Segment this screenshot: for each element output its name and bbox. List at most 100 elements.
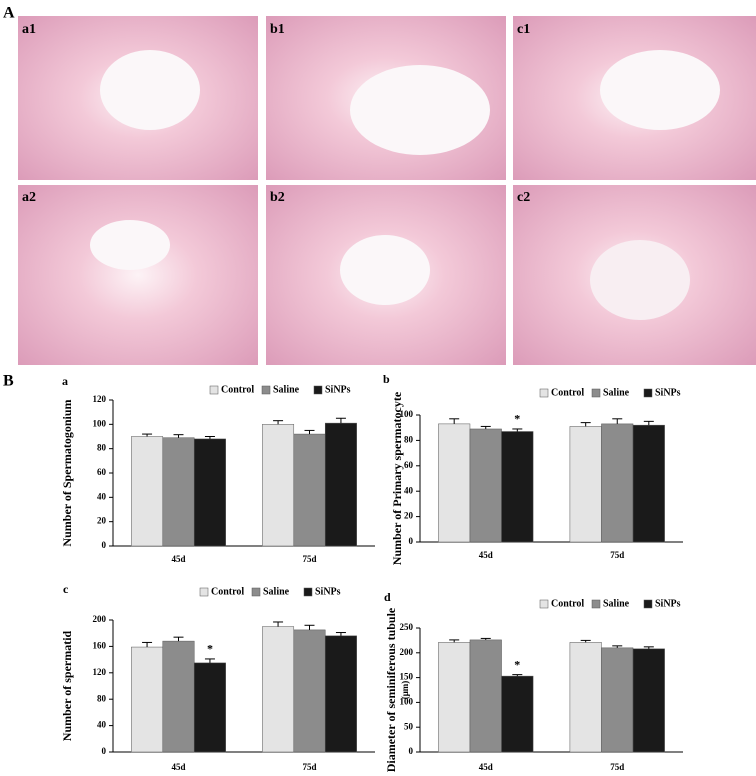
legend-swatch bbox=[539, 599, 549, 609]
y-tick-label: 40 bbox=[404, 485, 414, 495]
legend-swatch bbox=[261, 385, 271, 395]
lumen bbox=[350, 65, 490, 155]
significance-marker: * bbox=[207, 642, 213, 656]
panel-label: A bbox=[3, 5, 15, 22]
image-label: b1 bbox=[270, 22, 285, 37]
bar bbox=[469, 428, 502, 543]
legend-swatch bbox=[251, 587, 261, 597]
image-label: c2 bbox=[517, 190, 530, 205]
bar bbox=[324, 635, 357, 753]
error-bar bbox=[580, 639, 591, 643]
lumen bbox=[600, 50, 720, 130]
bar bbox=[501, 675, 534, 753]
y-tick-label: 20 bbox=[404, 511, 414, 521]
chart-title: d bbox=[384, 590, 391, 604]
image-label: c1 bbox=[517, 22, 530, 37]
y-tick-label: 0 bbox=[409, 536, 414, 546]
bar bbox=[293, 433, 326, 547]
error-bar bbox=[335, 632, 346, 636]
bar bbox=[162, 437, 195, 547]
y-tick-label: 100 bbox=[93, 418, 107, 428]
error-bar bbox=[335, 417, 346, 424]
error-bar bbox=[449, 418, 460, 424]
y-tick-label: 100 bbox=[400, 409, 414, 419]
y-tick-label: 50 bbox=[404, 721, 414, 731]
bar bbox=[438, 642, 471, 753]
error-bar bbox=[480, 637, 491, 640]
y-tick-label: 250 bbox=[400, 622, 414, 632]
bar bbox=[262, 424, 295, 547]
legend-label: SiNPs bbox=[315, 586, 341, 597]
error-bar bbox=[173, 636, 184, 642]
y-tick-label: 150 bbox=[400, 672, 414, 682]
error-bar bbox=[643, 420, 654, 426]
legend-label: Saline bbox=[273, 384, 300, 395]
chart-title: c bbox=[63, 582, 69, 596]
x-tick-label: 45d bbox=[171, 554, 185, 564]
x-tick-label: 45d bbox=[171, 762, 185, 772]
y-tick-label: 80 bbox=[97, 693, 107, 703]
y-tick-label: 80 bbox=[404, 434, 414, 444]
y-tick-label: 200 bbox=[400, 647, 414, 657]
bar bbox=[131, 646, 164, 753]
legend-swatch bbox=[539, 388, 549, 398]
legend-label: SiNPs bbox=[655, 598, 681, 609]
y-axis-unit: (μm) bbox=[400, 681, 410, 700]
error-bar bbox=[480, 425, 491, 429]
legend-label: Saline bbox=[263, 586, 290, 597]
bar bbox=[193, 438, 226, 547]
significance-marker: * bbox=[514, 412, 520, 426]
error-bar bbox=[273, 420, 284, 425]
lumen bbox=[590, 240, 690, 320]
bar bbox=[131, 436, 164, 547]
error-bar bbox=[580, 422, 591, 427]
micrograph bbox=[18, 185, 258, 365]
x-tick-label: 75d bbox=[610, 550, 624, 560]
y-tick-label: 0 bbox=[409, 746, 414, 756]
y-tick-label: 0 bbox=[102, 746, 107, 756]
legend-swatch bbox=[643, 388, 653, 398]
image-label: a1 bbox=[22, 22, 36, 37]
bar bbox=[469, 639, 502, 753]
lumen bbox=[90, 220, 170, 270]
legend-label: Control bbox=[221, 384, 254, 395]
bar bbox=[601, 647, 634, 753]
bar bbox=[632, 648, 665, 753]
y-axis-label: Number of Spermatogonium bbox=[60, 399, 74, 546]
significance-marker: * bbox=[514, 657, 520, 671]
legend-swatch bbox=[643, 599, 653, 609]
y-tick-label: 120 bbox=[93, 394, 107, 404]
image-label: a2 bbox=[22, 190, 36, 205]
error-bar bbox=[142, 641, 153, 648]
y-tick-label: 120 bbox=[93, 667, 107, 677]
bar bbox=[569, 426, 602, 543]
bar bbox=[324, 422, 357, 547]
error-bar bbox=[304, 429, 315, 435]
error-bar bbox=[304, 624, 315, 630]
legend-swatch bbox=[199, 587, 209, 597]
y-axis-label: Number of Primary spermatocyte bbox=[390, 391, 404, 565]
y-axis-label: Number of spermatid bbox=[60, 630, 74, 741]
panel-label: B bbox=[3, 373, 14, 390]
error-bar bbox=[142, 433, 153, 437]
error-bar bbox=[512, 428, 523, 432]
legend-label: Saline bbox=[603, 387, 630, 398]
y-tick-label: 60 bbox=[97, 467, 107, 477]
x-tick-label: 45d bbox=[479, 550, 493, 560]
y-tick-label: 160 bbox=[93, 640, 107, 650]
x-tick-label: 75d bbox=[302, 762, 316, 772]
error-bar bbox=[643, 646, 654, 649]
error-bar bbox=[273, 621, 284, 627]
x-tick-label: 75d bbox=[302, 554, 316, 564]
chart-title: b bbox=[383, 372, 390, 386]
error-bar bbox=[173, 434, 184, 438]
y-tick-label: 200 bbox=[93, 614, 107, 624]
y-tick-label: 20 bbox=[97, 516, 107, 526]
lumen bbox=[340, 235, 430, 305]
legend-label: SiNPs bbox=[655, 387, 681, 398]
error-bar bbox=[512, 674, 523, 677]
bar bbox=[193, 662, 226, 753]
bar bbox=[501, 431, 534, 543]
legend-label: SiNPs bbox=[325, 384, 351, 395]
